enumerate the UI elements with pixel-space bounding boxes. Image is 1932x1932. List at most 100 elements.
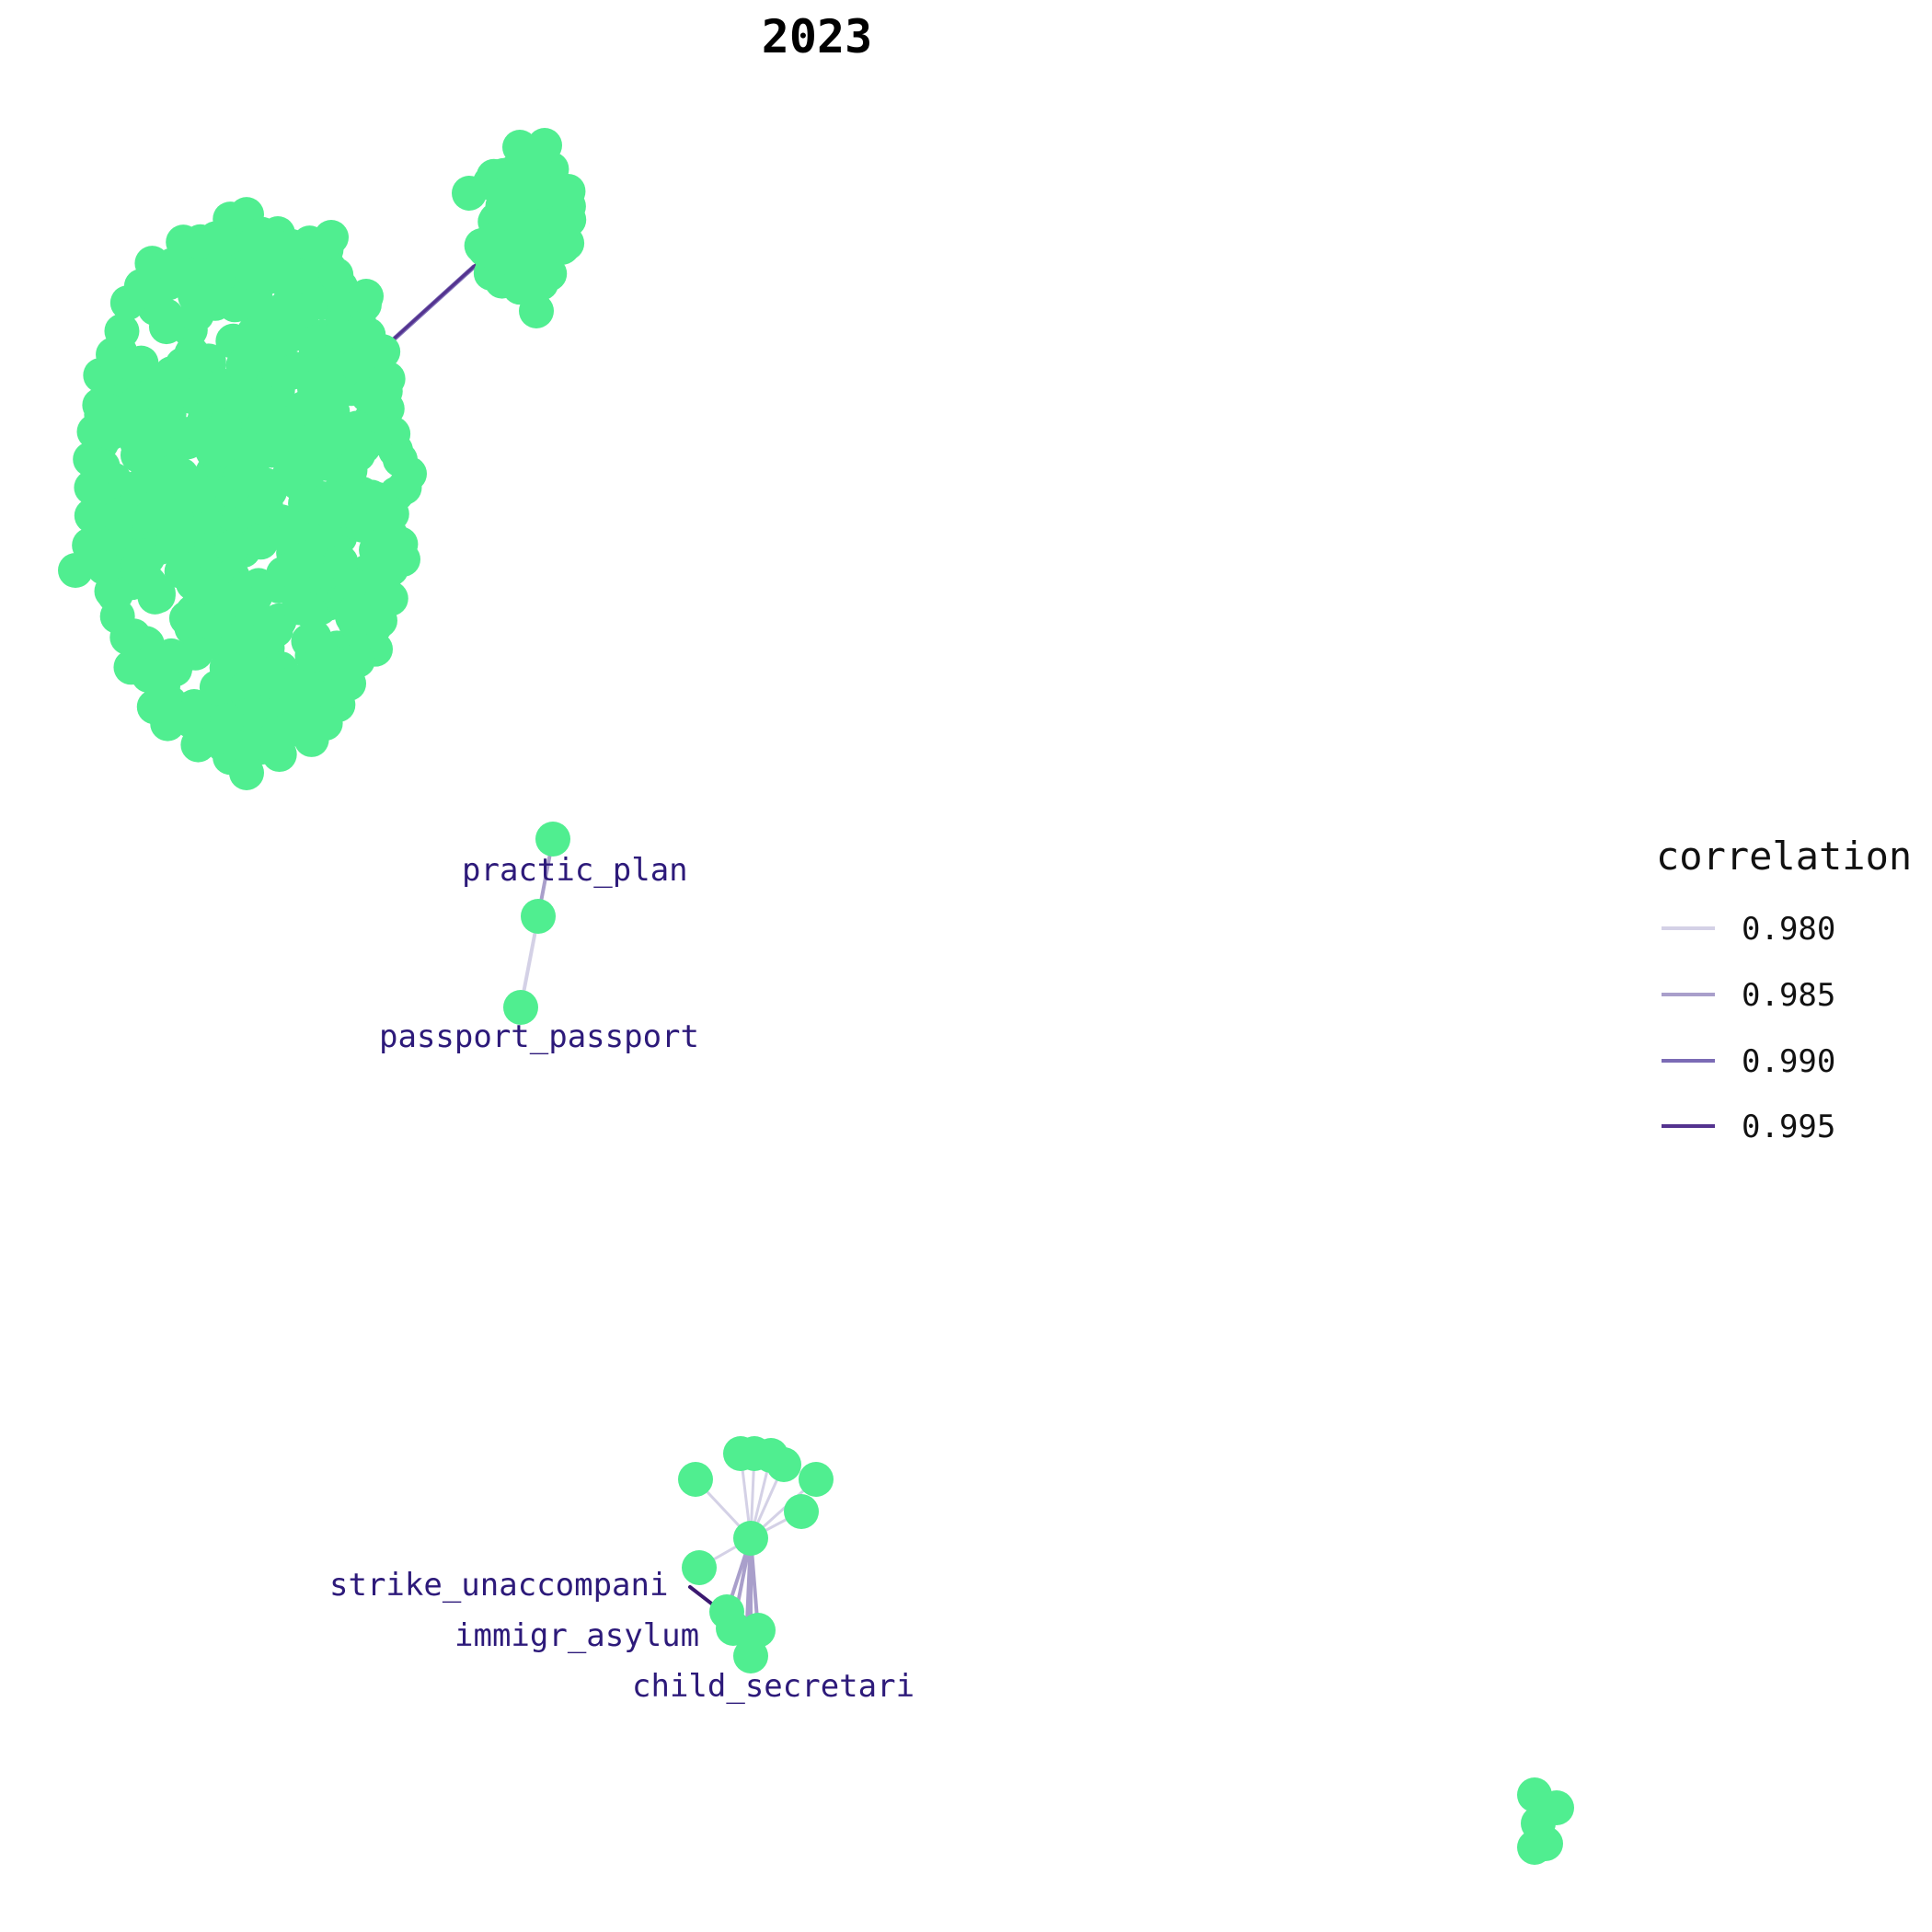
graph-node-367 (176, 566, 212, 602)
graph-node-656 (452, 176, 487, 211)
graph-node-665 (766, 1447, 801, 1482)
graph-node-583 (385, 542, 420, 577)
legend-label-0990: 0.990 (1742, 1043, 1835, 1080)
graph-node-446 (308, 355, 344, 391)
graph-node-549 (74, 498, 109, 534)
graph-node-513 (137, 490, 173, 526)
graph-node-315 (168, 601, 204, 637)
label-immigr-asylum: immigr_asylum (454, 1617, 699, 1654)
graph-node-432 (245, 432, 281, 468)
graph-node-551 (73, 442, 109, 477)
legend-item-0980: 0.980 (1662, 911, 1835, 948)
graph-title: 2023 (762, 10, 872, 63)
graph-node-576 (370, 361, 406, 397)
graph-node-514 (170, 417, 206, 453)
graph-node-360 (199, 670, 235, 706)
graph-node-440 (276, 259, 312, 295)
graph-node-470 (223, 384, 259, 420)
legend-item-0990: 0.990 (1662, 1043, 1835, 1080)
graph-node-502 (188, 252, 224, 288)
graph-node-672 (733, 1639, 768, 1673)
graph-node-467 (322, 318, 358, 354)
graph-node-512 (224, 457, 260, 493)
node-labels: practic_plan passport_passport strike_un… (329, 852, 914, 1705)
graph-node-500 (311, 421, 347, 457)
node-practic-top (535, 822, 570, 857)
graph-node-670 (716, 1611, 751, 1646)
legend-label-0980: 0.980 (1742, 911, 1835, 948)
graph-node-538 (180, 727, 216, 763)
graph-node-667 (784, 1494, 819, 1529)
graph-node-493 (121, 437, 157, 473)
graph-node-655 (485, 239, 521, 275)
graph-node-677 (1517, 1830, 1552, 1865)
graph-node-429 (227, 672, 263, 707)
nodes-layer (58, 128, 1574, 1865)
legend-title: correlation (1656, 834, 1912, 879)
graph-node-508 (243, 258, 279, 293)
graph-node-459 (270, 287, 306, 323)
graph-node-498 (187, 370, 223, 406)
graph-node-661 (678, 1462, 713, 1497)
graph-node-505 (243, 524, 279, 560)
label-child-secretari: child_secretari (632, 1668, 914, 1705)
graph-node-521 (374, 496, 409, 532)
label-practic-plan: practic_plan (462, 852, 688, 889)
graph-node-337 (148, 298, 184, 334)
graph-node-666 (799, 1462, 834, 1497)
graph-node-525 (362, 603, 397, 638)
graph-node-483 (195, 433, 231, 469)
graph-node-501 (194, 282, 230, 318)
graph-node-644 (516, 208, 552, 244)
graph-node-383 (258, 612, 293, 648)
graph-node-491 (214, 529, 250, 565)
graph-node-552 (76, 414, 112, 450)
graph-edge-1 (388, 261, 479, 344)
graph-node-226 (165, 347, 201, 383)
graph-node-476 (137, 579, 173, 615)
legend: correlation 0.980 0.985 0.990 0.995 (1656, 834, 1912, 1145)
legend-label-0995: 0.995 (1742, 1109, 1835, 1145)
legend-item-0985: 0.985 (1662, 977, 1835, 1014)
graph-node-659 (502, 130, 537, 165)
graph-node-487 (296, 619, 332, 655)
graph-node-553 (82, 387, 118, 423)
graph-node-486 (316, 489, 352, 524)
graph-node-460 (276, 450, 312, 486)
graph-node-485 (273, 354, 309, 390)
graph-node-472 (291, 592, 327, 628)
graph-node-451 (323, 545, 359, 581)
label-passport-passport: passport_passport (379, 1018, 699, 1055)
graph-node-582 (392, 456, 427, 491)
graph-node-543 (113, 650, 149, 685)
graph-node-575 (365, 334, 401, 370)
node-passport-passport (503, 990, 538, 1025)
graph-node-668 (682, 1550, 717, 1585)
graph-node-584 (314, 220, 349, 255)
graph-node-541 (136, 689, 172, 725)
graph-node-654 (511, 177, 546, 213)
graph-node-516 (180, 478, 216, 514)
graph-node-510 (272, 552, 308, 588)
graph-node-504 (273, 510, 309, 546)
graph-node-653 (486, 178, 522, 213)
node-hub-lower (733, 1521, 768, 1556)
graph-node-658 (546, 229, 581, 264)
node-practic-plan (521, 899, 556, 934)
graph-node-581 (58, 553, 93, 588)
graph-node-484 (220, 580, 256, 615)
label-strike-unaccompani: strike_unaccompani (329, 1567, 668, 1604)
graph-node-585 (349, 279, 384, 314)
graph-node-580 (229, 755, 264, 790)
graph-node-550 (74, 470, 109, 505)
graph-node-660 (527, 128, 562, 163)
graph-node-206 (123, 537, 159, 573)
legend-item-0995: 0.995 (1662, 1109, 1835, 1145)
graph-node-518 (346, 429, 382, 465)
graph-node-657 (519, 293, 554, 328)
graph-node-556 (104, 313, 140, 349)
graph-node-519 (101, 498, 137, 534)
legend-label-0985: 0.985 (1742, 977, 1835, 1014)
graph-node-506 (269, 406, 305, 442)
